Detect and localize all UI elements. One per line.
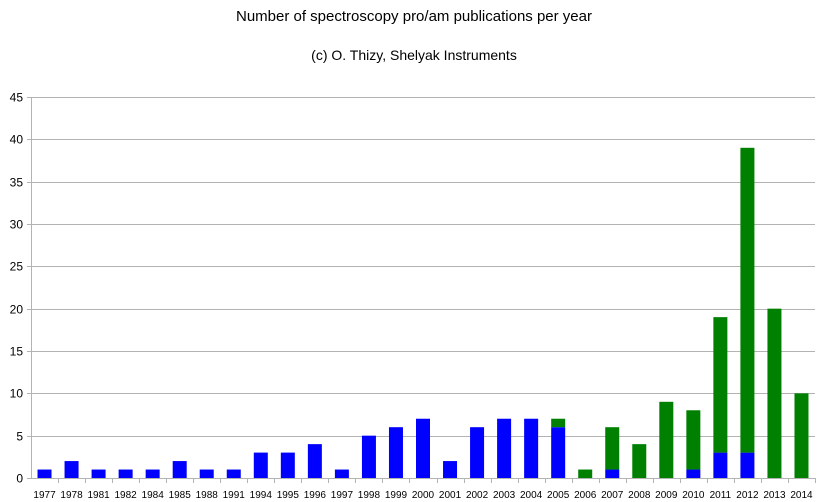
- y-tick-label: 20: [10, 303, 24, 317]
- bar-series-2-2005: [551, 418, 566, 428]
- bar-series-1-1999: [388, 427, 403, 478]
- bar-series-2-2012: [740, 147, 755, 453]
- x-tick-label: 2012: [736, 490, 759, 501]
- x-tick-label: 1977: [33, 490, 56, 501]
- x-tick-label: 1996: [304, 490, 327, 501]
- x-tick-label: 2000: [412, 490, 435, 501]
- bar-series-1-1985: [172, 461, 187, 478]
- x-tick-label: 2007: [601, 490, 624, 501]
- y-tick-label: 0: [16, 472, 23, 486]
- bar-series-1-1994: [253, 452, 268, 478]
- axes: [31, 97, 815, 479]
- y-axis-ticks: 0 5 10 15 20 25 30 35 40 45: [10, 91, 31, 486]
- x-tick-label: 2010: [682, 490, 705, 501]
- x-tick-label: 1981: [87, 490, 110, 501]
- bar-series-1-1977: [37, 469, 52, 478]
- bar-series-1-2004: [524, 418, 539, 478]
- bar-series-1-2007: [605, 469, 620, 478]
- x-tick-label: 1999: [385, 490, 408, 501]
- bar-series-1-1991: [226, 469, 241, 478]
- y-tick-label: 25: [10, 260, 24, 274]
- bar-series-1-2005: [551, 427, 566, 478]
- y-tick-label: 10: [10, 387, 24, 401]
- bar-series-1-1978: [64, 461, 79, 478]
- x-tick-label: 1998: [358, 490, 381, 501]
- bar-series-2-2006: [578, 469, 593, 478]
- x-tick-label: 2003: [493, 490, 516, 501]
- bar-series-1-2011: [713, 452, 728, 478]
- x-tick-label: 2005: [547, 490, 570, 501]
- bar-series-2-2010: [686, 410, 701, 470]
- bar-series-2-2011: [713, 317, 728, 453]
- x-tick-label: 2009: [655, 490, 678, 501]
- bar-series-1-1997: [334, 469, 349, 478]
- x-tick-label: 1991: [223, 490, 246, 501]
- x-tick-label: 1982: [114, 490, 137, 501]
- bar-series-2-2008: [632, 444, 647, 478]
- x-tick-label: 2006: [574, 490, 597, 501]
- y-tick-label: 45: [10, 91, 24, 105]
- y-tick-label: 15: [10, 345, 24, 359]
- x-tick-label: 1978: [60, 490, 83, 501]
- x-tick-label: 2002: [466, 490, 489, 501]
- bar-series-1-1988: [199, 469, 214, 478]
- bar-series-2-2009: [659, 401, 674, 478]
- bar-series-1-2002: [470, 427, 485, 478]
- x-tick-label: 1984: [142, 490, 165, 501]
- bar-series-2-2014: [794, 393, 809, 478]
- x-axis-ticks: 1977 1978 1981 1982 1984 1985 1988 1991 1994 1995…: [33, 478, 816, 501]
- x-tick-label: 1988: [196, 490, 219, 501]
- bar-series-1-2001: [443, 461, 458, 478]
- bar-series-1-2012: [740, 452, 755, 478]
- chart-subtitle: (c) O. Thizy, Shelyak Instruments: [311, 47, 517, 63]
- y-tick-label: 5: [16, 430, 23, 444]
- x-tick-label: 1985: [169, 490, 192, 501]
- y-tick-label: 30: [10, 218, 24, 232]
- y-tick-label: 40: [10, 133, 24, 147]
- x-tick-label: 2014: [790, 490, 813, 501]
- x-tick-label: 2013: [763, 490, 786, 501]
- x-tick-label: 1994: [250, 490, 273, 501]
- x-tick-label: 1995: [277, 490, 300, 501]
- bar-series-1-2010: [686, 469, 701, 478]
- x-tick-label: 2011: [710, 490, 732, 501]
- y-tick-label: 35: [10, 176, 24, 190]
- x-tick-label: 2004: [520, 490, 543, 501]
- bar-series-1-1998: [361, 435, 376, 478]
- bar-series-1-1982: [118, 469, 133, 478]
- bar-series-2-2007: [605, 427, 620, 470]
- bar-series-1-1984: [145, 469, 160, 478]
- bar-series-1-2000: [416, 418, 430, 478]
- x-tick-label: 2001: [439, 490, 462, 501]
- x-tick-label: 2008: [628, 490, 651, 501]
- grid-lines: [31, 97, 815, 437]
- bar-series-1-1981: [91, 469, 106, 478]
- bar-series-1-1995: [280, 452, 295, 478]
- x-tick-label: 1997: [331, 490, 354, 501]
- bars: [37, 147, 809, 478]
- bar-series-1-2003: [497, 418, 512, 478]
- chart-title: Number of spectroscopy pro/am publicatio…: [235, 8, 592, 25]
- bar-series-2-2013: [767, 308, 782, 478]
- bar-series-1-1996: [307, 444, 322, 478]
